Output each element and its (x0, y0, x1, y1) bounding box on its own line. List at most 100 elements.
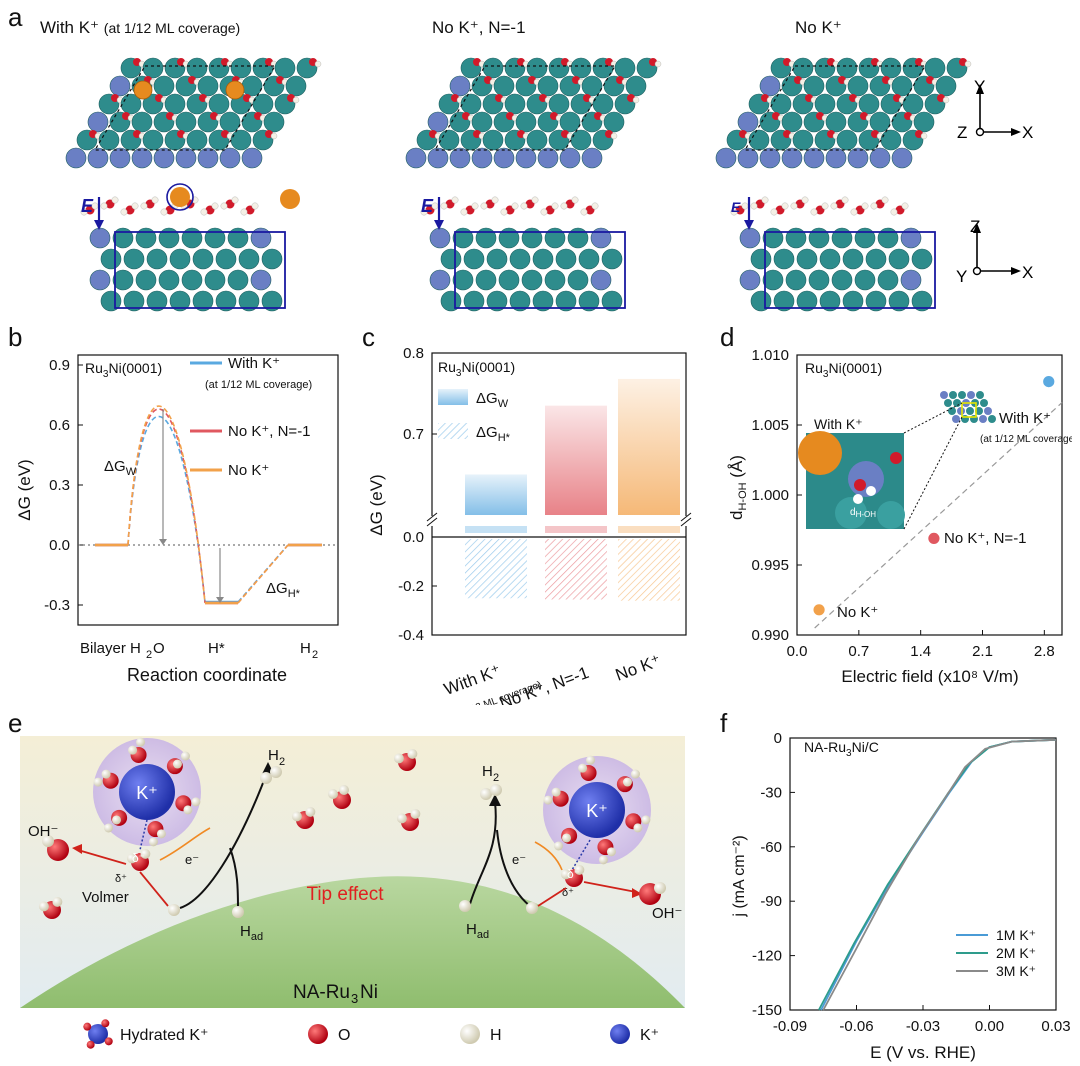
surface-atom (803, 147, 825, 169)
surface-atom (197, 75, 219, 97)
x-cat-h2-sub: 2 (312, 649, 318, 661)
hydrogen-atom (901, 202, 909, 210)
sub: H-OH (856, 510, 877, 519)
panel-b-letter: b (8, 322, 23, 352)
surface-atom (515, 147, 537, 169)
y-tick-label: -120 (752, 948, 782, 965)
x-axis-label: Electric field (x10⁸ V/m) (841, 667, 1018, 686)
delta-gw-sub: W (126, 466, 137, 478)
hydrogen-atom (471, 202, 479, 210)
hydrogen-atom (251, 202, 259, 210)
bar-delta-gw (465, 474, 527, 515)
sub: ad (251, 931, 263, 943)
slab-atom (440, 248, 462, 270)
x-cat-bilayer-sub: 2 (146, 649, 152, 661)
hydrogen-atom (240, 208, 248, 216)
surface-atom (869, 111, 891, 133)
dotted-bond (571, 839, 591, 871)
slab-atom (819, 248, 841, 270)
trend-line (814, 402, 1063, 629)
inset-connector (903, 402, 963, 434)
surface-atom (471, 147, 493, 169)
slab-atom (762, 269, 784, 291)
y-tick-label: 0.9 (49, 357, 70, 374)
surface-atom (581, 75, 603, 97)
y-tick-label: -90 (760, 893, 782, 910)
hydrogen-atom (120, 208, 128, 216)
surface-atom (274, 57, 296, 79)
inset-h-atom (853, 494, 863, 504)
slab-atom (590, 227, 612, 249)
hydrogen-atom (140, 202, 148, 210)
oh-label-left: OH⁻ (28, 823, 58, 840)
legend-k-icon (610, 1024, 630, 1044)
surface-atom (781, 147, 803, 169)
sub: ad (477, 929, 489, 941)
inset-o-atom (854, 479, 866, 491)
point-label-note: (at 1/12 ML coverage) (980, 434, 1072, 445)
surface-atom (625, 75, 647, 97)
bar-delta-gh (465, 539, 527, 599)
substrate-sub: 3 (351, 991, 358, 1006)
h2-label-sub: 2 (493, 772, 499, 784)
slab-atom (521, 269, 543, 291)
h2-path-right-2 (496, 829, 531, 907)
water-h (140, 848, 151, 859)
shell-water-h (606, 847, 616, 857)
surface-atom (559, 111, 581, 133)
y-tick-label: -0.4 (398, 627, 424, 644)
hydrogen-atom (850, 208, 858, 216)
bar-delta-gw-lower (545, 526, 607, 533)
surface-atom (208, 93, 230, 115)
arrow-h-left (139, 871, 169, 907)
surface-atom (219, 147, 241, 169)
surface-atom (836, 129, 858, 151)
point-label-nok-n: No K⁺, N=-1 (944, 530, 1027, 547)
slab-atom (888, 248, 910, 270)
slab-atom (169, 248, 191, 270)
surface-atom (153, 75, 175, 97)
k-ion-atom (280, 189, 300, 209)
hydrogen-atom (841, 196, 849, 204)
panel-a-title-coverage: (at 1/12 ML coverage) (103, 20, 241, 36)
sub: 3 (456, 368, 462, 379)
hydrogen-atom (292, 96, 300, 104)
break-mark (680, 517, 692, 527)
oh-h (654, 882, 666, 894)
x-tick-label: 2.1 (972, 643, 993, 660)
slab-atom (486, 248, 508, 270)
barrier-curve (127, 415, 206, 603)
slab-atom (509, 290, 531, 312)
surface-atom (825, 147, 847, 169)
hydrogen-atom (580, 208, 588, 216)
electron-arrow (534, 841, 563, 871)
water-h (410, 808, 421, 819)
surface-atom (891, 75, 913, 97)
slab-atom (475, 269, 497, 291)
surface-atom (482, 129, 504, 151)
slab-atom (227, 269, 249, 291)
y-tick-label: 0.6 (49, 417, 70, 434)
surface-atom (759, 75, 781, 97)
hydrogen-atom (211, 202, 219, 210)
sub: H* (498, 432, 511, 444)
x-tick-label: 0.00 (975, 1018, 1004, 1035)
slab-atom (808, 269, 830, 291)
slab-atom (486, 290, 508, 312)
surface-atom (438, 129, 460, 151)
surface-atom (241, 75, 263, 97)
y-tick-label: -0.3 (44, 597, 70, 614)
k-ion (119, 764, 175, 820)
arrowhead (632, 888, 642, 898)
rest: Ni(0001) (461, 359, 515, 375)
shell-water-h (180, 751, 190, 761)
axis-break-mask (426, 516, 692, 526)
hydrogen-atom (821, 202, 829, 210)
x-tick-label: -0.06 (839, 1018, 873, 1035)
surface-atom (515, 111, 537, 133)
panel-f-chart: -0.09 -0.06 -0.03 0.00 0.03 0 -30 -60 -90 -120 -15… (731, 730, 1071, 1062)
panel-f-title: NA-Ru3Ni/C (804, 739, 879, 759)
slab-atom (123, 290, 145, 312)
slab-atom (773, 248, 795, 270)
surface-atom (493, 75, 515, 97)
